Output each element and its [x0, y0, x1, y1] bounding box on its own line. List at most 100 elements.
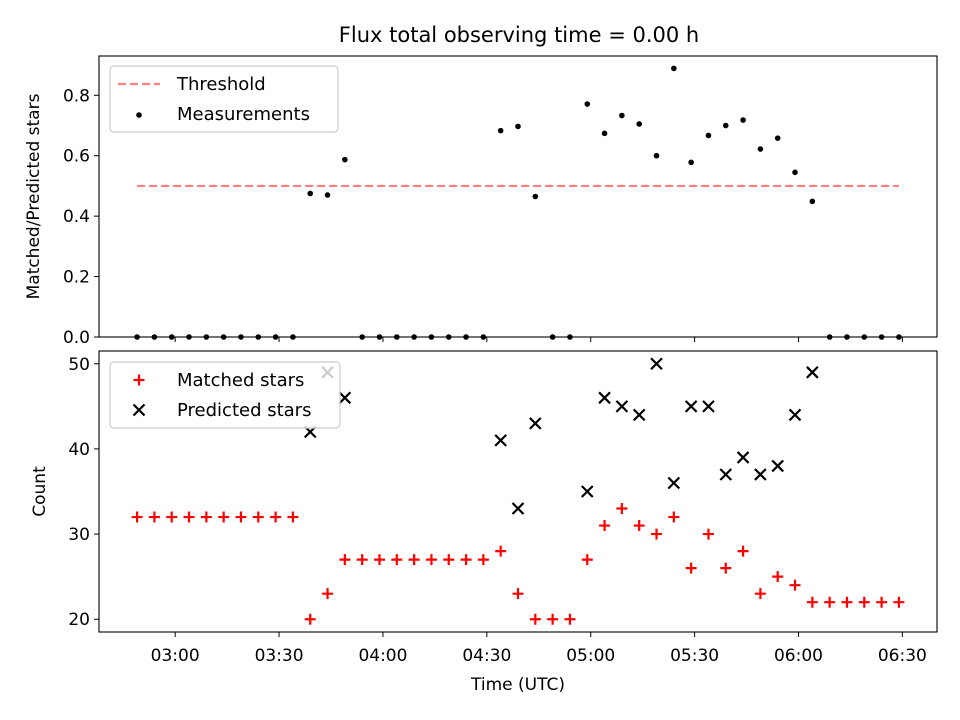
- measurement-point: [792, 169, 798, 176]
- matched-stars-point: [373, 554, 385, 566]
- predicted-stars-point: [719, 468, 733, 481]
- matched-stars-point: [720, 562, 732, 574]
- matched-stars-point: [841, 596, 853, 608]
- measurement-point: [532, 193, 539, 200]
- matched-stars-point: [200, 511, 212, 523]
- x-tick-label: 05:00: [566, 646, 615, 666]
- x-tick-label: 04:00: [358, 646, 407, 666]
- top-axis-ticks: 0.0 0.2 0.4 0.6 0.8: [63, 86, 903, 348]
- matched-stars-point: [322, 588, 334, 600]
- predicted-stars-point: [771, 459, 784, 473]
- predicted-stars-point: [338, 391, 352, 405]
- legend-measurements-label: Measurements: [177, 104, 310, 125]
- matched-stars-point: [581, 554, 593, 566]
- top-plot-marks: [134, 65, 902, 340]
- legend-measurements-swatch: [136, 112, 142, 118]
- x-tick-label: 05:30: [670, 646, 719, 666]
- top-legend: Threshold Measurements: [109, 65, 339, 133]
- predicted-stars-point: [615, 400, 629, 413]
- top-y-tick-label: 0.0: [63, 328, 90, 348]
- legend-predicted-label: Predicted stars: [177, 400, 311, 421]
- measurement-point: [757, 146, 764, 152]
- measurement-point: [324, 192, 331, 198]
- predicted-stars-point: [667, 476, 681, 490]
- matched-stars-point: [564, 613, 576, 625]
- top-panel-ratio: 0.00.20.40.60.8 Matched/Predicted stars …: [24, 55, 938, 348]
- matched-stars-point: [148, 511, 160, 523]
- matched-stars-point: [668, 511, 680, 523]
- predicted-stars-point: [598, 391, 611, 405]
- matched-stars-point: [166, 511, 178, 523]
- legend-predicted-swatch: [132, 403, 146, 417]
- bottom-y-tick-label: 50: [68, 355, 90, 375]
- bottom-panel-frame: [98, 350, 938, 633]
- matched-stars-point: [391, 554, 403, 566]
- x-tick-label: 04:30: [462, 646, 511, 666]
- measurement-point: [705, 132, 712, 139]
- matched-stars-point: [772, 571, 784, 583]
- matched-stars-point: [252, 511, 264, 523]
- matched-stars-point: [599, 520, 611, 532]
- matched-stars-point: [495, 545, 507, 557]
- matched-stars-point: [270, 511, 282, 523]
- predicted-stars-point: [494, 434, 507, 447]
- top-legend-box: [109, 65, 339, 133]
- bottom-legend-box: [109, 361, 341, 429]
- predicted-stars-point: [511, 502, 525, 515]
- matched-stars-point: [789, 579, 801, 591]
- predicted-stars-point: [702, 400, 715, 413]
- measurement-point: [497, 127, 504, 134]
- matched-stars-point: [183, 511, 195, 523]
- x-tick-label: 03:30: [255, 646, 304, 666]
- measurement-point: [584, 101, 591, 107]
- matched-stars-point: [806, 596, 818, 608]
- matched-stars-point: [408, 554, 420, 566]
- matched-stars-point: [131, 511, 143, 523]
- predicted-stars-point: [650, 357, 663, 371]
- measurement-point: [601, 130, 608, 137]
- bottom-axis-ticks: 20 30 40 50 03:00 03:30 04:00 04:30 05:00 05:30 06…: [68, 355, 927, 666]
- bottom-y-axis-label: Count: [30, 466, 50, 517]
- matched-stars-point: [824, 596, 836, 608]
- measurement-point: [671, 65, 677, 72]
- matched-stars-point: [858, 596, 870, 608]
- matched-stars-point: [616, 503, 628, 515]
- matched-stars-point: [443, 554, 455, 566]
- measurement-point: [515, 123, 521, 130]
- legend-matched-swatch: [133, 374, 145, 386]
- predicted-stars-point: [788, 408, 802, 422]
- x-tick-label: 06:00: [774, 646, 823, 666]
- measurement-point: [307, 190, 314, 197]
- predicted-stars-point: [529, 417, 542, 430]
- bottom-legend: Matched stars Predicted stars: [109, 361, 341, 429]
- measurement-point: [809, 198, 816, 205]
- measurement-point: [774, 135, 781, 141]
- matched-stars-point: [893, 596, 905, 608]
- matched-stars-point: [685, 562, 697, 574]
- bottom-panel-counts: 20 30 40 50 03:00 03:30 04:00 04:30 05:00 05:30 06…: [30, 350, 938, 695]
- measurement-point: [653, 152, 660, 159]
- measurement-point: [342, 156, 348, 163]
- bottom-y-tick-label: 20: [68, 610, 90, 630]
- top-y-tick-label: 0.4: [63, 207, 90, 227]
- matched-stars-point: [737, 545, 749, 557]
- predicted-stars-point: [754, 468, 767, 481]
- x-axis-label: Time (UTC): [470, 675, 565, 695]
- matched-stars-point: [529, 613, 541, 625]
- measurement-point: [619, 112, 625, 119]
- top-panel-frame: [98, 55, 938, 338]
- matched-stars-point: [477, 554, 489, 566]
- legend-matched-label: Matched stars: [177, 370, 304, 391]
- bottom-y-tick-label: 30: [68, 525, 90, 545]
- predicted-stars-point: [580, 485, 594, 498]
- chart-title: Flux total observing time = 0.00 h: [339, 23, 699, 47]
- top-y-tick-label: 0.6: [63, 147, 90, 167]
- matched-stars-point: [356, 554, 368, 566]
- matched-stars-point: [651, 528, 663, 540]
- x-tick-label: 06:30: [878, 646, 927, 666]
- measurement-point: [688, 159, 694, 166]
- top-y-axis-label: Matched/Predicted stars: [24, 93, 44, 299]
- top-y-tick-label: 0.2: [63, 268, 90, 288]
- matched-stars-point: [287, 511, 299, 523]
